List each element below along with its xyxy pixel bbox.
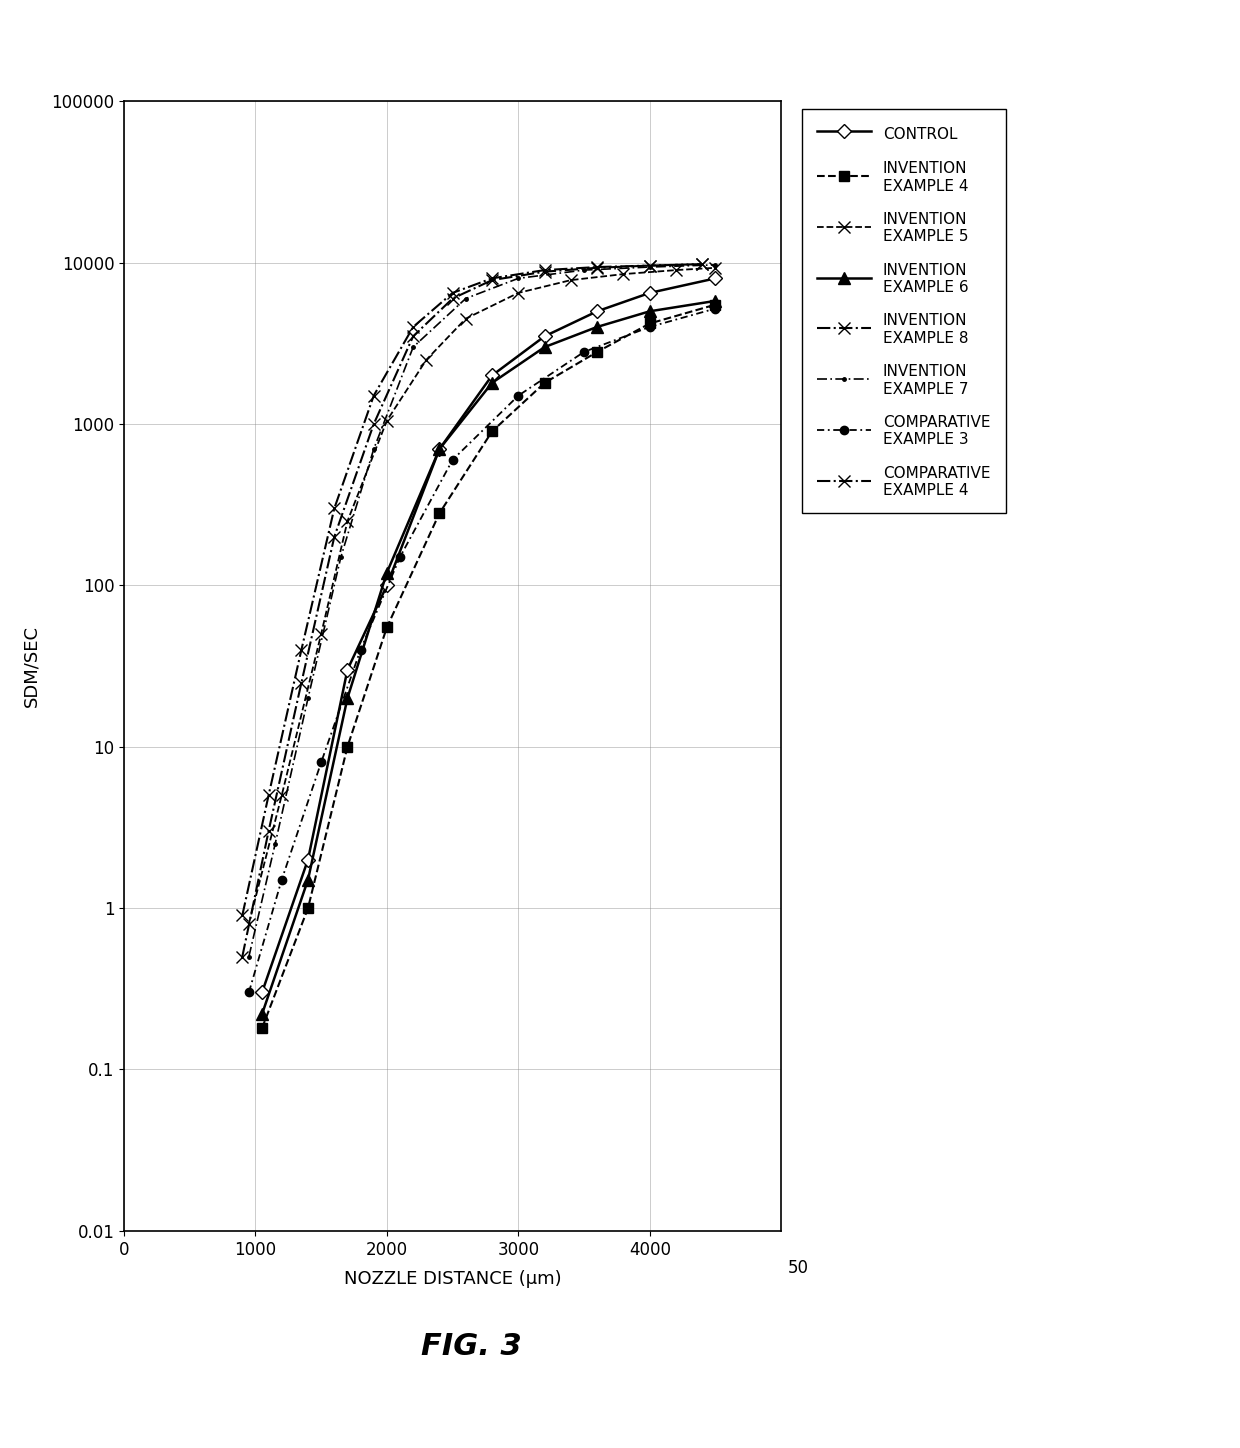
Text: 50: 50 bbox=[787, 1258, 808, 1277]
X-axis label: NOZZLE DISTANCE (μm): NOZZLE DISTANCE (μm) bbox=[343, 1270, 562, 1287]
Y-axis label: SDM/SEC: SDM/SEC bbox=[22, 626, 40, 707]
Legend: CONTROL, INVENTION
EXAMPLE 4, INVENTION
EXAMPLE 5, INVENTION
EXAMPLE 6, INVENTIO: CONTROL, INVENTION EXAMPLE 4, INVENTION … bbox=[802, 109, 1006, 514]
Text: FIG. 3: FIG. 3 bbox=[420, 1332, 522, 1361]
